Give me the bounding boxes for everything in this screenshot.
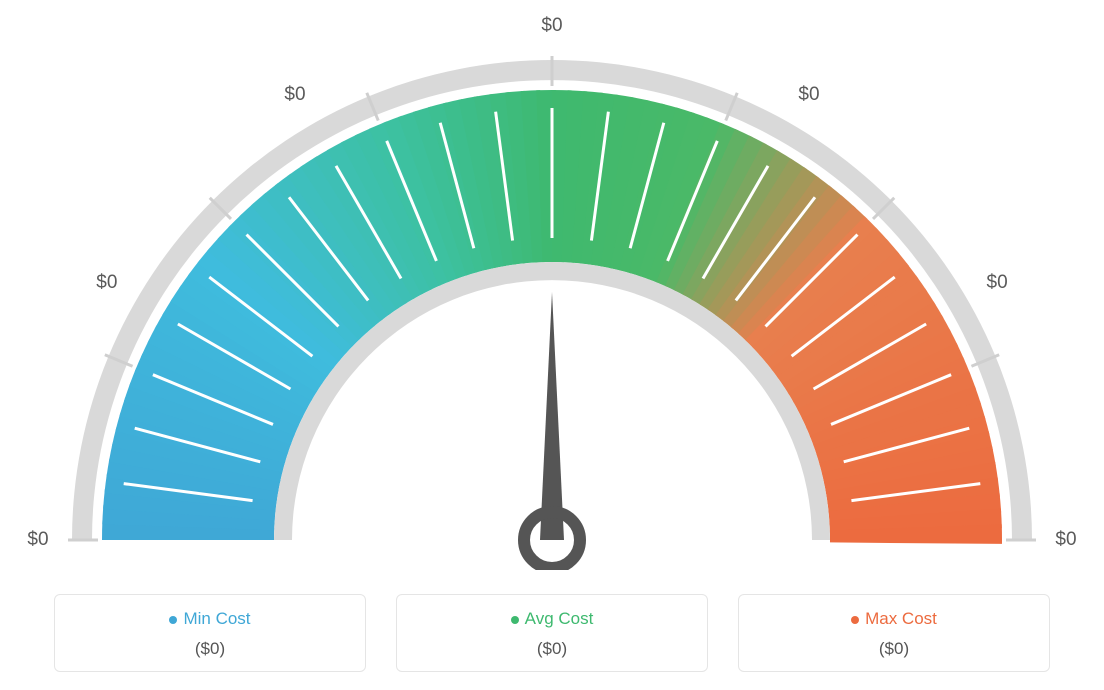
legend-avg-title: Avg Cost	[397, 609, 707, 629]
legend-avg-value: ($0)	[397, 639, 707, 659]
legend-max-dot	[851, 616, 859, 624]
legend-max-title: Max Cost	[739, 609, 1049, 629]
gauge-scale-label: $0	[27, 529, 48, 551]
gauge-chart-container: $0 $0 $0 $0 $0 $0 $0 Min Cost ($0) Avg Cost ($…	[0, 0, 1104, 690]
legend-card-max: Max Cost ($0)	[738, 594, 1050, 672]
legend-card-min: Min Cost ($0)	[54, 594, 366, 672]
legend-avg-label: Avg Cost	[525, 609, 594, 628]
legend-min-label: Min Cost	[183, 609, 250, 628]
gauge-scale-label: $0	[541, 15, 562, 37]
legend-max-label: Max Cost	[865, 609, 937, 628]
gauge-scale-label: $0	[987, 272, 1008, 294]
gauge-scale-label: $0	[96, 272, 117, 294]
legend-max-value: ($0)	[739, 639, 1049, 659]
legend-avg-dot	[511, 616, 519, 624]
legend-min-dot	[169, 616, 177, 624]
gauge-scale-label: $0	[1055, 529, 1076, 551]
gauge: $0 $0 $0 $0 $0 $0 $0	[22, 10, 1082, 570]
legend-min-title: Min Cost	[55, 609, 365, 629]
gauge-scale-label: $0	[798, 84, 819, 106]
legend-card-avg: Avg Cost ($0)	[396, 594, 708, 672]
legend-row: Min Cost ($0) Avg Cost ($0) Max Cost ($0…	[54, 594, 1050, 672]
legend-min-value: ($0)	[55, 639, 365, 659]
gauge-scale-label: $0	[284, 84, 305, 106]
